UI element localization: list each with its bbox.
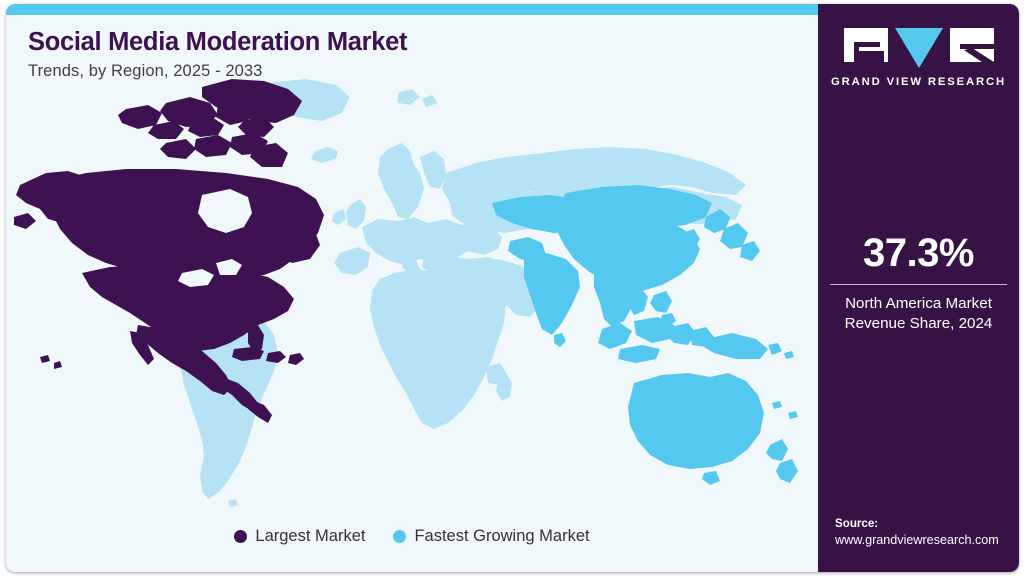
source-url[interactable]: www.grandviewresearch.com	[835, 533, 999, 548]
top-accent-bar	[6, 4, 818, 15]
stat-caption-line-1: North America Market	[845, 295, 992, 312]
source-label: Source:	[835, 516, 879, 530]
legend-label-largest-market: Largest Market	[255, 527, 366, 545]
legend-item-largest-market[interactable]: Largest Market	[234, 527, 365, 546]
page-subtitle: Trends, by Region, 2025 - 2033	[28, 62, 263, 81]
world-map	[6, 77, 818, 519]
source-block: Source: www.grandviewresearch.com	[835, 516, 1019, 550]
legend-item-fastest-growing-market[interactable]: Fastest Growing Market	[393, 527, 590, 546]
legend-dot-fastest-growing-market	[393, 530, 407, 543]
stat-value: 37.3%	[863, 231, 974, 275]
map-region-asia-pacific	[492, 185, 798, 485]
brand-name: GRAND VIEW RESEARCH	[830, 76, 1007, 88]
map-water-bodies	[178, 189, 252, 287]
stat-block: 37.3% North America Market Revenue Share…	[828, 232, 1009, 334]
stat-caption-line-2: Revenue Share, 2024	[844, 315, 993, 333]
legend-dot-largest-market	[234, 530, 248, 543]
map-region-north-america	[14, 79, 324, 423]
side-panel: GRAND VIEW RESEARCH 37.3% North America …	[818, 4, 1019, 572]
infographic-card: Social Media Moderation Market Trends, b…	[6, 4, 1019, 572]
page-title: Social Media Moderation Market	[28, 28, 408, 56]
legend-label-fastest-growing-market: Fastest Growing Market	[414, 527, 590, 545]
title-block: Social Media Moderation Market Trends, b…	[28, 27, 788, 81]
map-legend: Largest Market Fastest Growing Market	[6, 527, 818, 546]
stat-divider	[830, 284, 1007, 285]
gvr-logo-icon	[843, 28, 994, 68]
map-area: Social Media Moderation Market Trends, b…	[6, 15, 818, 572]
brand-logo: GRAND VIEW RESEARCH	[818, 26, 1019, 88]
